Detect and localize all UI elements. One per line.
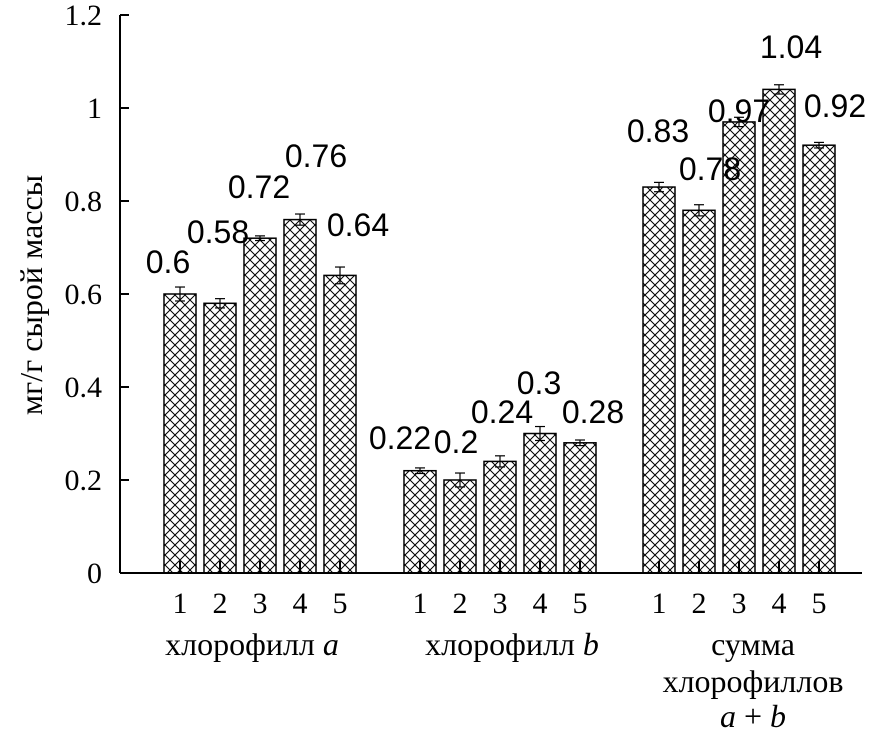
bar xyxy=(682,209,716,574)
bar xyxy=(283,218,317,574)
group-label-chlorophyll-sum-part: + xyxy=(736,698,770,733)
category-label: 5 xyxy=(333,587,348,620)
bar xyxy=(203,302,237,574)
category-label: 3 xyxy=(253,587,268,620)
group-label-chlorophyll-sum-part: сумма xyxy=(711,626,795,662)
bar xyxy=(762,88,796,574)
data-label: 0.28 xyxy=(562,394,624,430)
y-tick-label: 0 xyxy=(87,557,102,590)
category-label: 4 xyxy=(293,587,308,620)
category-label: 1 xyxy=(652,587,667,620)
data-label: 0.58 xyxy=(187,214,249,250)
y-tick-label: 0.2 xyxy=(65,464,103,497)
category-label: 3 xyxy=(732,587,747,620)
category-label: 2 xyxy=(453,587,468,620)
category-label: 2 xyxy=(692,587,707,620)
bar xyxy=(722,121,756,574)
data-label: 0.6 xyxy=(146,244,190,280)
data-label: 0.24 xyxy=(471,394,533,430)
data-label: 0.64 xyxy=(327,207,389,243)
data-label: 0.3 xyxy=(517,365,561,401)
data-label: 0.22 xyxy=(369,420,431,456)
data-label: 0.83 xyxy=(627,113,689,149)
group-label-chlorophyll-sum: хлорофиллов xyxy=(663,663,844,699)
group-label-chlorophyll-sum: a + b xyxy=(720,698,786,733)
bar xyxy=(802,144,836,574)
category-label: 1 xyxy=(413,587,428,620)
group-label-chlorophyll-a: хлорофилл a xyxy=(165,626,339,662)
bar xyxy=(163,293,197,574)
bar xyxy=(483,460,517,574)
y-tick-label: 1.2 xyxy=(65,0,103,32)
group-label-chlorophyll-a-part: хлорофилл xyxy=(165,626,323,662)
group-label-chlorophyll-sum-part: b xyxy=(770,698,786,733)
category-label: 2 xyxy=(213,587,228,620)
y-tick-label: 0.6 xyxy=(65,278,103,311)
data-label: 1.04 xyxy=(760,29,822,65)
bar xyxy=(563,442,597,574)
data-label: 0.2 xyxy=(434,424,478,460)
category-label: 5 xyxy=(812,587,827,620)
data-label: 0.97 xyxy=(708,93,770,129)
group-label-chlorophyll-b-part: хлорофилл xyxy=(425,626,583,662)
bar xyxy=(642,186,676,574)
category-label: 4 xyxy=(772,587,787,620)
bar xyxy=(243,237,277,574)
group-label-chlorophyll-b-part: b xyxy=(583,626,599,662)
category-label: 5 xyxy=(573,587,588,620)
category-label: 3 xyxy=(493,587,508,620)
bar xyxy=(323,274,357,574)
y-tick-label: 0.4 xyxy=(65,371,103,404)
group-label-chlorophyll-sum-part: a xyxy=(720,698,736,733)
group-label-chlorophyll-sum-part: хлорофиллов xyxy=(663,663,844,699)
category-label: 4 xyxy=(533,587,548,620)
bar xyxy=(523,432,557,574)
bar xyxy=(443,479,477,574)
category-label: 1 xyxy=(173,587,188,620)
group-label-chlorophyll-b: хлорофилл b xyxy=(425,626,599,662)
group-label-chlorophyll-a-part: a xyxy=(323,626,339,662)
data-label: 0.78 xyxy=(679,151,741,187)
y-tick-label: 1 xyxy=(87,92,102,125)
group-label-chlorophyll-sum: сумма xyxy=(711,626,795,662)
data-label: 0.76 xyxy=(285,138,347,174)
y-tick-label: 0.8 xyxy=(65,185,103,218)
data-label: 0.92 xyxy=(804,88,866,124)
data-label: 0.72 xyxy=(228,169,290,205)
y-axis-label: мг/г сырой массы xyxy=(13,175,49,415)
bar xyxy=(403,469,437,574)
